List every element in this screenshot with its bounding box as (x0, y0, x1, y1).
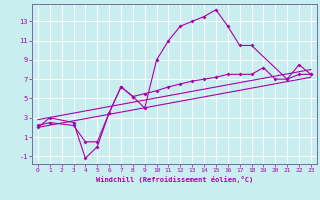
X-axis label: Windchill (Refroidissement éolien,°C): Windchill (Refroidissement éolien,°C) (96, 176, 253, 183)
